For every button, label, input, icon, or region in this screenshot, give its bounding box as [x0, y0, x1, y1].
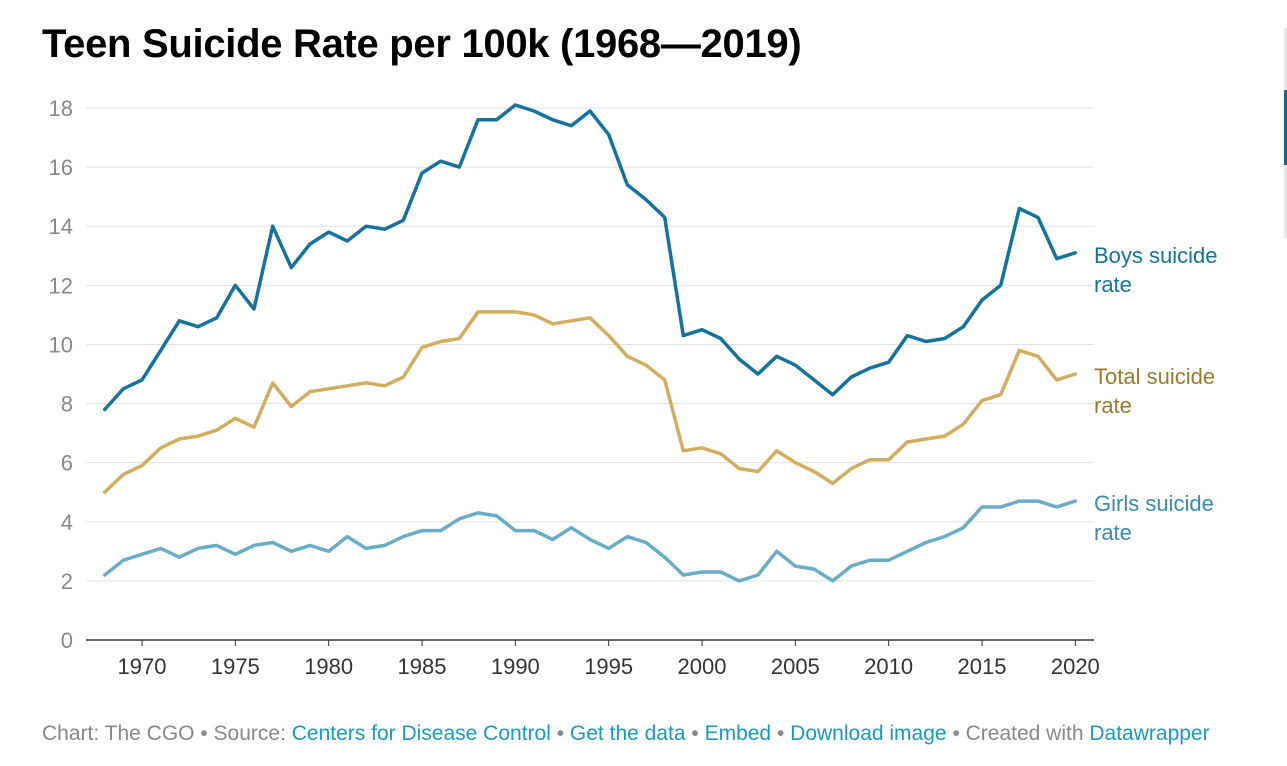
x-axis-ticks: 1970 1975 1980 1985 1990 1995 2000 2005 2010 2015… — [118, 640, 1100, 679]
x-tick-label: 1980 — [304, 654, 353, 679]
girls-suicide-rate-label-line: Girls suicide — [1094, 491, 1214, 516]
x-tick-label: 1975 — [211, 654, 260, 679]
total-suicide-rate-label: Total suicide rate — [1094, 364, 1215, 418]
x-tick-label: 2000 — [678, 654, 727, 679]
boys-suicide-rate-line — [102, 103, 1078, 412]
chart-footer: Chart: The CGO • Source: Centers for Dis… — [42, 722, 1210, 746]
x-tick-label: 2010 — [864, 654, 913, 679]
download-image-link[interactable]: Download image — [790, 722, 947, 745]
y-tick-label: 16 — [49, 155, 73, 180]
y-tick-label: 6 — [61, 451, 73, 476]
y-axis-ticks: 0 2 4 6 8 10 12 14 16 18 — [49, 96, 73, 653]
boys-suicide-rate-label: Boys suicide rate — [1094, 243, 1218, 297]
footer-separator: • — [556, 722, 565, 745]
y-tick-label: 8 — [61, 392, 73, 417]
girls-suicide-rate-label-line: rate — [1094, 520, 1132, 545]
y-tick-label: 0 — [61, 628, 73, 653]
total-suicide-rate-label-line: Total suicide — [1094, 364, 1215, 389]
source-link[interactable]: Centers for Disease Control — [291, 722, 551, 745]
boys-suicide-rate-label-line: rate — [1094, 272, 1132, 297]
source-prefix: Source: — [213, 722, 286, 745]
footer-separator: • — [952, 722, 960, 745]
gridlines — [86, 107, 1094, 641]
boys-suicide-rate-label-line: Boys suicide — [1094, 243, 1218, 268]
chart-credit: Chart: The CGO — [42, 722, 195, 745]
x-tick-label: 2015 — [958, 654, 1007, 679]
girls-suicide-rate-label: Girls suicide rate — [1094, 491, 1214, 545]
x-tick-label: 1995 — [584, 654, 633, 679]
y-tick-label: 12 — [49, 273, 73, 298]
girls-suicide-rate-line — [102, 499, 1078, 583]
created-with-prefix: Created with — [965, 722, 1084, 745]
x-tick-label: 2020 — [1051, 654, 1100, 679]
footer-separator: • — [691, 722, 699, 745]
footer-separator: • — [776, 722, 785, 745]
total-suicide-rate-line — [102, 310, 1078, 494]
page-edge-accent — [1284, 90, 1287, 165]
x-tick-label: 1970 — [118, 654, 167, 679]
y-tick-label: 2 — [61, 569, 73, 594]
y-tick-label: 10 — [49, 332, 73, 357]
x-tick-label: 1990 — [491, 654, 540, 679]
series-lines — [102, 103, 1078, 583]
datawrapper-link[interactable]: Datawrapper — [1089, 722, 1210, 745]
total-suicide-rate-label-line: rate — [1094, 393, 1132, 418]
y-tick-label: 18 — [49, 96, 73, 121]
chart-title: Teen Suicide Rate per 100k (1968—2019) — [42, 22, 802, 66]
x-tick-label: 2005 — [771, 654, 820, 679]
embed-link[interactable]: Embed — [704, 722, 772, 745]
get-data-link[interactable]: Get the data — [569, 722, 686, 745]
footer-separator: • — [200, 722, 208, 745]
y-tick-label: 4 — [61, 510, 73, 535]
y-tick-label: 14 — [49, 214, 73, 239]
x-tick-label: 1985 — [398, 654, 447, 679]
